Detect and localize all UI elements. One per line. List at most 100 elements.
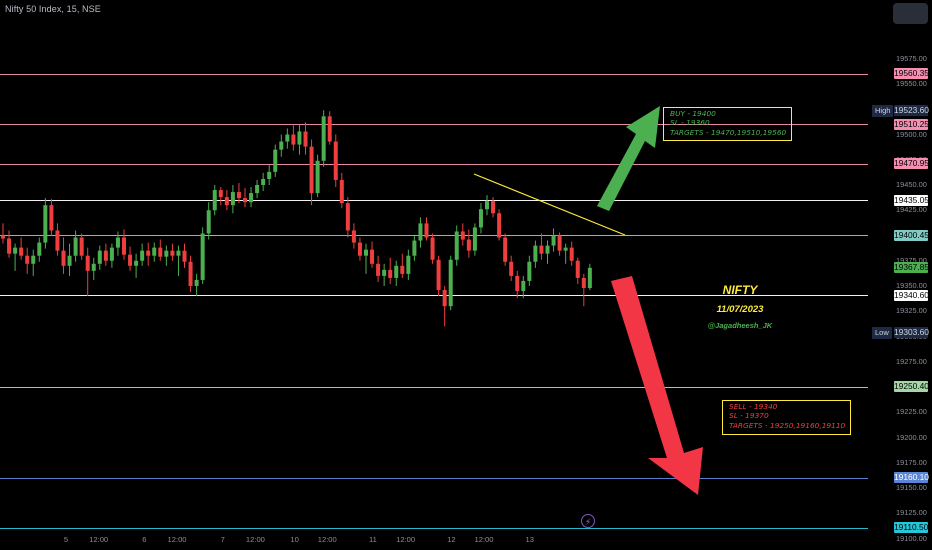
extreme-tag: High — [872, 104, 894, 117]
time-tick-label: 12:00 — [167, 535, 187, 544]
candle-body — [587, 267, 592, 289]
candle-body — [67, 255, 72, 266]
candle-body — [279, 141, 284, 150]
candle-body — [303, 131, 308, 147]
level-price-label: 19340.60 — [894, 289, 929, 301]
candle-body — [200, 233, 205, 280]
candle-body — [515, 275, 520, 292]
candle-body — [194, 279, 199, 286]
price-tick-label: 19325.00 — [896, 306, 927, 316]
candle-body — [466, 239, 471, 251]
chart-settings-button[interactable] — [893, 3, 928, 24]
buy-targets-line: TARGETS - 19470,19510,19560 — [670, 127, 787, 137]
candle-body — [485, 201, 489, 210]
level-price-label: 19367.85 — [894, 262, 929, 274]
candle-body — [255, 185, 260, 194]
extreme-price-label: 19523.60 — [894, 105, 929, 117]
candle-body — [85, 255, 90, 271]
candle-body — [315, 160, 320, 194]
sell-line: SELL - 19340 — [729, 402, 778, 411]
candle-body — [442, 290, 447, 307]
buy-setup-box: BUY - 19400 SL - 19360 TARGETS - 19470,1… — [663, 107, 792, 141]
candle-body — [1, 235, 5, 239]
candle-body — [49, 205, 54, 231]
lightning-icon[interactable]: ⚡ — [581, 514, 595, 528]
candle-body — [533, 245, 538, 262]
candle-body — [182, 250, 187, 262]
candle-body — [527, 261, 532, 281]
candle-body — [212, 190, 217, 211]
candle-body — [79, 237, 84, 256]
price-tick-label: 19200.00 — [896, 432, 927, 442]
candle-body — [551, 235, 556, 246]
price-tick-label: 19350.00 — [896, 281, 927, 290]
candle-body — [321, 116, 326, 161]
candle-body — [472, 227, 477, 251]
candle-body — [503, 237, 508, 262]
time-tick-label: 12:00 — [474, 535, 494, 544]
candle-body — [309, 146, 314, 194]
candle-body — [43, 205, 48, 243]
candle-body — [140, 250, 145, 261]
candle-body — [73, 237, 78, 256]
candle-body — [345, 203, 350, 231]
candle-body — [224, 197, 229, 206]
candle-body — [91, 263, 96, 271]
buy-line: BUY - 19400 — [670, 109, 716, 118]
candle-body — [430, 237, 435, 260]
price-tick-label: 19175.00 — [896, 457, 927, 467]
candle-body — [539, 245, 544, 254]
candle-body — [394, 265, 399, 278]
extreme-tag: Low — [872, 326, 892, 339]
candle-body — [236, 192, 241, 199]
annotation-title: NIFTY — [722, 283, 758, 297]
candle-body — [152, 247, 157, 256]
price-tick-label: 19275.00 — [896, 356, 927, 366]
candle-body — [97, 250, 102, 264]
level-price-label: 19470.95 — [894, 158, 929, 170]
candle-body — [61, 250, 66, 266]
extreme-price-label: 19303.60 — [894, 327, 929, 339]
candle-body — [13, 247, 18, 254]
candle-body — [418, 223, 423, 241]
candle-body — [424, 223, 429, 238]
candle-body — [478, 209, 483, 228]
candle-body — [291, 134, 296, 145]
price-tick-label: 19425.00 — [896, 205, 927, 215]
time-tick-label: 12:00 — [396, 535, 416, 544]
candle-body — [146, 250, 151, 256]
candle-body — [569, 247, 574, 261]
candle-body — [382, 269, 387, 276]
time-tick-label: 12:00 — [89, 535, 109, 544]
candle-body — [218, 190, 223, 198]
level-price-label: 19110.50 — [894, 522, 929, 534]
time-tick-label: 6 — [142, 535, 147, 544]
candle-body — [249, 193, 254, 203]
candle-body — [37, 242, 42, 256]
price-tick-label: 19575.00 — [896, 53, 927, 63]
candle-body — [25, 255, 30, 264]
price-tick-label: 19150.00 — [896, 483, 927, 492]
time-tick-label: 7 — [220, 535, 225, 544]
price-tick-label: 19500.00 — [896, 129, 927, 139]
candle-body — [521, 280, 526, 292]
candle-body — [285, 134, 290, 142]
candle-body — [491, 201, 496, 214]
candle-body — [31, 255, 36, 264]
sell-setup-box: SELL - 19340 SL - 19370 TARGETS - 19250,… — [722, 400, 851, 435]
candle-body — [364, 249, 368, 256]
candle-body — [581, 277, 586, 289]
candle-body — [297, 131, 302, 145]
candle-body — [115, 237, 120, 248]
candle-body — [327, 116, 332, 142]
time-tick-label: 11 — [369, 535, 377, 544]
candle-body — [7, 238, 12, 254]
time-tick-label: 12 — [447, 535, 456, 544]
sell-arrow — [611, 276, 703, 495]
sell-targets-line: TARGETS - 19250,19160,19110 — [729, 420, 846, 430]
candle-body — [563, 247, 568, 251]
annotation-author: @Jagadheesh_JK — [707, 321, 773, 330]
candle-body — [128, 254, 133, 266]
candle-body — [497, 213, 502, 238]
